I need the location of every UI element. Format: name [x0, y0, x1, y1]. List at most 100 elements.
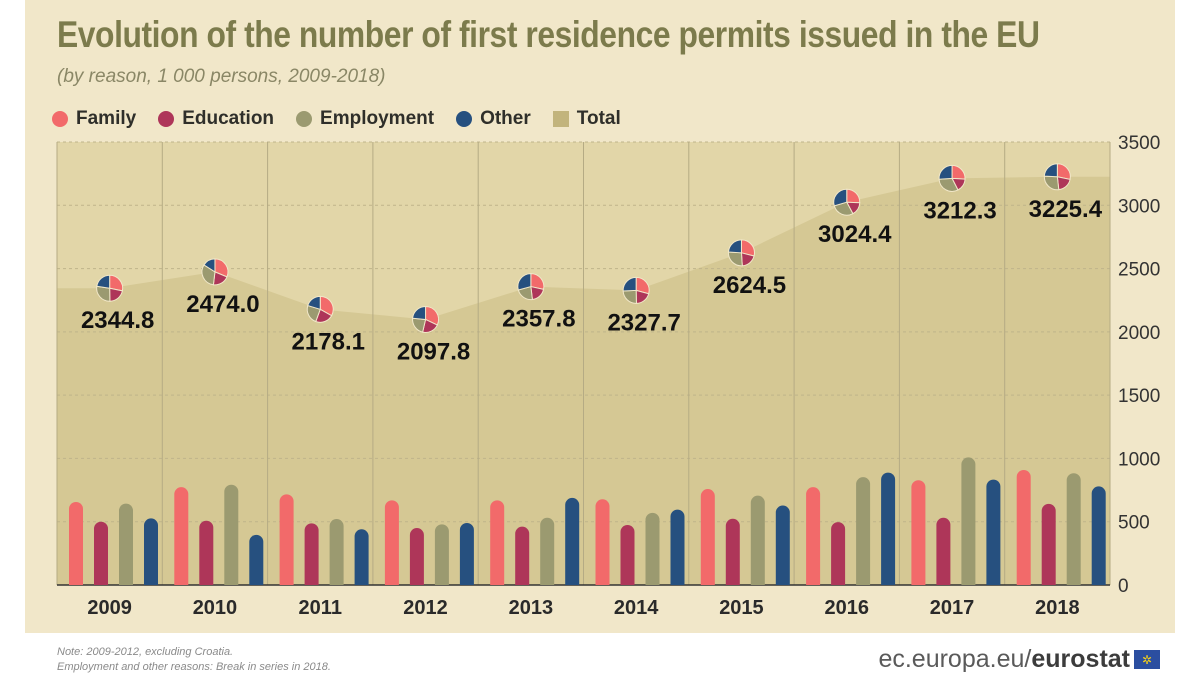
pie-slice-other [517, 273, 532, 291]
data-label: 3225.4 [1029, 196, 1103, 223]
x-tick-label: 2018 [1035, 597, 1080, 619]
x-tick-label: 2009 [87, 597, 132, 619]
x-tick-label: 2012 [403, 597, 448, 619]
bar-other [881, 472, 896, 585]
legend-swatch [552, 111, 569, 127]
legend-swatch [158, 111, 175, 127]
bar-family [700, 489, 715, 585]
bar-employment [540, 517, 555, 585]
data-label: 2357.8 [502, 306, 575, 333]
data-label: 2097.8 [397, 338, 470, 365]
pie-slice-other [727, 239, 742, 254]
x-tick-label: 2013 [509, 597, 554, 619]
pie-slice-other [412, 305, 427, 321]
legend-item-total: Total [552, 108, 621, 130]
legend: Family Education Employment Other Total [52, 108, 621, 130]
eurostat-logo: ec.europa.eu/eurostat ✲ [878, 645, 1160, 674]
pie-slice-other [203, 258, 216, 273]
bar-education [831, 522, 846, 585]
data-label: 3212.3 [923, 197, 996, 224]
legend-item-other: Other [456, 108, 531, 130]
pie-slice-other [622, 276, 637, 292]
data-label: 2178.1 [292, 328, 365, 355]
y-tick-label: 0 [1118, 576, 1129, 597]
chart-title: Evolution of the number of first residen… [57, 14, 1040, 55]
y-tick-label: 1500 [1118, 386, 1160, 407]
bar-other [986, 479, 1001, 585]
bar-employment [856, 477, 871, 585]
data-label: 2474.0 [186, 291, 259, 318]
y-tick-label: 3500 [1118, 133, 1160, 154]
bar-other [249, 534, 264, 585]
legend-label: Education [182, 108, 275, 129]
bar-family [174, 487, 189, 585]
bar-family [279, 494, 294, 585]
bar-other [354, 529, 369, 585]
y-tick-label: 2000 [1118, 323, 1160, 344]
bar-family [911, 480, 926, 585]
bar-employment [645, 512, 660, 585]
y-tick-label: 2500 [1118, 260, 1160, 281]
bar-education [936, 517, 951, 585]
bar-employment [961, 457, 976, 585]
legend-swatch [52, 111, 68, 127]
bar-education [1041, 503, 1056, 585]
pie-slice-other [307, 295, 321, 310]
legend-swatch [296, 111, 313, 127]
legend-label: Other [480, 108, 531, 129]
data-label: 2327.7 [607, 309, 680, 336]
legend-item-family: Family [52, 108, 136, 130]
pie-slice-other [833, 188, 848, 207]
legend-label: Employment [320, 108, 435, 129]
pie-slice-other [938, 164, 953, 180]
data-label: 2624.5 [713, 272, 786, 299]
bar-education [199, 520, 214, 585]
bar-education [94, 521, 108, 585]
bar-other [144, 518, 158, 585]
bar-other [670, 509, 685, 585]
bar-family [490, 500, 505, 585]
bar-family [1016, 469, 1031, 585]
note-line: Employment and other reasons: Break in s… [57, 661, 331, 673]
y-tick-label: 3000 [1118, 196, 1160, 217]
legend-item-education: Education [158, 108, 274, 130]
bar-family [384, 500, 399, 585]
legend-label: Total [576, 108, 621, 129]
bar-education [515, 526, 530, 585]
y-tick-label: 1000 [1118, 449, 1160, 470]
bar-employment [119, 503, 133, 585]
pie-slice-other [96, 274, 111, 289]
bar-education [409, 528, 424, 585]
bar-other [775, 505, 790, 585]
bar-education [304, 523, 319, 585]
pie-slice-other [1043, 163, 1058, 178]
footnote: Note: 2009-2012, excluding Croatia. Empl… [57, 645, 331, 675]
bar-education [725, 518, 740, 585]
legend-item-employment: Employment [296, 108, 434, 130]
legend-label: Family [76, 108, 137, 129]
brand-name: eurostat [1031, 645, 1130, 673]
data-label: 3024.4 [818, 221, 892, 248]
x-tick-label: 2017 [930, 597, 975, 619]
x-tick-label: 2011 [299, 597, 342, 619]
x-tick-label: 2010 [193, 597, 238, 619]
bar-employment [329, 519, 344, 585]
y-tick-label: 500 [1118, 513, 1150, 534]
eu-flag-icon: ✲ [1134, 650, 1160, 669]
x-tick-label: 2016 [825, 597, 870, 619]
chart-subtitle: (by reason, 1 000 persons, 2009-2018) [57, 66, 386, 87]
bar-employment [1066, 473, 1081, 585]
pie-slice-family [425, 305, 440, 326]
bar-other [1091, 486, 1106, 585]
x-tick-label: 2014 [614, 597, 659, 619]
note-line: Note: 2009-2012, excluding Croatia. [57, 646, 234, 658]
bar-employment [224, 484, 239, 585]
bar-family [69, 501, 83, 585]
x-tick-label: 2015 [719, 597, 764, 619]
bar-employment [750, 495, 765, 585]
bar-education [620, 525, 635, 585]
bar-other [565, 497, 580, 585]
brand-prefix: ec.europa.eu/ [878, 645, 1032, 673]
